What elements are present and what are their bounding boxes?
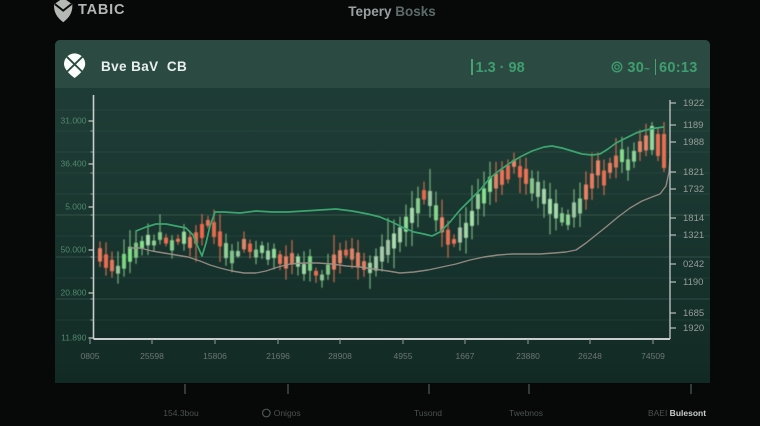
svg-text:1922: 1922 <box>683 98 704 109</box>
svg-text:1189: 1189 <box>683 120 703 131</box>
svg-text:15806: 15806 <box>203 351 227 361</box>
svg-text:0805: 0805 <box>81 351 100 361</box>
svg-text:25598: 25598 <box>140 351 164 361</box>
svg-text:4955: 4955 <box>394 351 413 361</box>
svg-text:36.400: 36.400 <box>61 159 87 169</box>
svg-text:26248: 26248 <box>578 351 602 361</box>
svg-text:5.000: 5.000 <box>65 202 87 212</box>
svg-text:11.890: 11.890 <box>61 333 87 343</box>
svg-text:1920: 1920 <box>683 323 704 334</box>
svg-text:74509: 74509 <box>641 351 665 361</box>
svg-text:1685: 1685 <box>683 308 704 319</box>
svg-text:1667: 1667 <box>456 351 475 361</box>
svg-text:31.000: 31.000 <box>61 116 87 126</box>
svg-text:1821: 1821 <box>683 167 704 178</box>
svg-text:1321: 1321 <box>683 230 704 241</box>
svg-text:23880: 23880 <box>516 351 540 361</box>
svg-text:0242: 0242 <box>683 259 704 270</box>
svg-text:1732: 1732 <box>683 184 704 195</box>
svg-text:50.000: 50.000 <box>61 245 87 255</box>
svg-text:20.800: 20.800 <box>61 288 87 298</box>
svg-text:28908: 28908 <box>328 351 352 361</box>
svg-text:21696: 21696 <box>266 351 290 361</box>
svg-text:1814: 1814 <box>683 213 704 224</box>
svg-text:1190: 1190 <box>683 277 703 288</box>
svg-text:1988: 1988 <box>683 137 704 148</box>
